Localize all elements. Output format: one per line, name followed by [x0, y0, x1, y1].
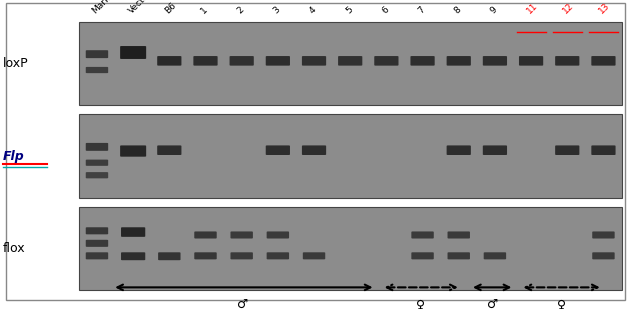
- FancyBboxPatch shape: [484, 252, 506, 259]
- FancyBboxPatch shape: [230, 252, 253, 259]
- FancyBboxPatch shape: [591, 56, 616, 66]
- FancyBboxPatch shape: [158, 252, 180, 260]
- Text: ♂: ♂: [237, 298, 249, 309]
- FancyBboxPatch shape: [86, 159, 108, 166]
- FancyBboxPatch shape: [193, 56, 218, 66]
- FancyBboxPatch shape: [120, 46, 146, 59]
- Text: 4: 4: [308, 5, 318, 15]
- FancyBboxPatch shape: [86, 67, 108, 73]
- FancyBboxPatch shape: [447, 231, 470, 239]
- FancyBboxPatch shape: [411, 252, 433, 259]
- FancyBboxPatch shape: [266, 56, 290, 66]
- FancyBboxPatch shape: [230, 231, 253, 239]
- FancyBboxPatch shape: [302, 56, 326, 66]
- FancyBboxPatch shape: [483, 146, 507, 155]
- Text: flox: flox: [3, 242, 26, 255]
- FancyBboxPatch shape: [555, 56, 579, 66]
- FancyBboxPatch shape: [410, 56, 435, 66]
- Text: 9: 9: [488, 5, 499, 15]
- FancyBboxPatch shape: [267, 231, 289, 239]
- FancyBboxPatch shape: [86, 50, 108, 58]
- Text: loxP: loxP: [3, 57, 29, 70]
- FancyBboxPatch shape: [302, 146, 326, 155]
- FancyBboxPatch shape: [157, 146, 182, 155]
- FancyBboxPatch shape: [86, 227, 108, 234]
- Text: 1: 1: [199, 5, 209, 15]
- FancyBboxPatch shape: [338, 56, 362, 66]
- FancyBboxPatch shape: [483, 56, 507, 66]
- FancyBboxPatch shape: [447, 146, 471, 155]
- Text: 7: 7: [416, 5, 427, 15]
- Text: Marker: Marker: [91, 0, 119, 15]
- FancyBboxPatch shape: [79, 22, 622, 105]
- FancyBboxPatch shape: [79, 207, 622, 290]
- Text: 8: 8: [452, 5, 463, 15]
- FancyBboxPatch shape: [303, 252, 325, 259]
- FancyBboxPatch shape: [230, 56, 254, 66]
- FancyBboxPatch shape: [120, 146, 146, 157]
- FancyBboxPatch shape: [86, 240, 108, 247]
- FancyBboxPatch shape: [555, 146, 579, 155]
- Text: 11: 11: [525, 1, 540, 15]
- Text: ♂: ♂: [487, 298, 498, 309]
- FancyBboxPatch shape: [447, 252, 470, 259]
- Text: 12: 12: [561, 1, 575, 15]
- FancyBboxPatch shape: [6, 3, 625, 300]
- Text: Flp: Flp: [3, 150, 25, 163]
- Text: 5: 5: [344, 5, 354, 15]
- Text: 13: 13: [597, 1, 611, 15]
- Text: Vector: Vector: [127, 0, 153, 15]
- Text: 6: 6: [380, 5, 391, 15]
- FancyBboxPatch shape: [86, 172, 108, 178]
- FancyBboxPatch shape: [593, 252, 615, 259]
- Text: 3: 3: [271, 5, 282, 15]
- FancyBboxPatch shape: [194, 252, 216, 259]
- FancyBboxPatch shape: [374, 56, 399, 66]
- Text: B6: B6: [163, 1, 178, 15]
- FancyBboxPatch shape: [519, 56, 543, 66]
- FancyBboxPatch shape: [121, 227, 145, 237]
- Text: ♀: ♀: [557, 298, 566, 309]
- FancyBboxPatch shape: [447, 56, 471, 66]
- FancyBboxPatch shape: [593, 231, 615, 239]
- FancyBboxPatch shape: [194, 231, 216, 239]
- FancyBboxPatch shape: [267, 252, 289, 259]
- Text: 2: 2: [235, 5, 245, 15]
- FancyBboxPatch shape: [79, 114, 622, 198]
- FancyBboxPatch shape: [411, 231, 433, 239]
- Text: ♀: ♀: [416, 298, 425, 309]
- FancyBboxPatch shape: [86, 252, 108, 259]
- FancyBboxPatch shape: [86, 143, 108, 151]
- FancyBboxPatch shape: [266, 146, 290, 155]
- FancyBboxPatch shape: [591, 146, 616, 155]
- FancyBboxPatch shape: [157, 56, 182, 66]
- FancyBboxPatch shape: [121, 252, 145, 260]
